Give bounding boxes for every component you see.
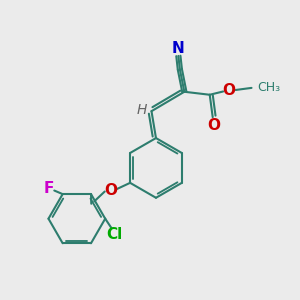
Text: O: O [223,83,236,98]
Text: CH₃: CH₃ [257,81,280,94]
Text: N: N [172,41,185,56]
Text: O: O [207,118,220,133]
Text: F: F [44,181,54,196]
Text: O: O [104,183,117,198]
Text: H: H [137,103,147,117]
Text: Cl: Cl [106,227,122,242]
